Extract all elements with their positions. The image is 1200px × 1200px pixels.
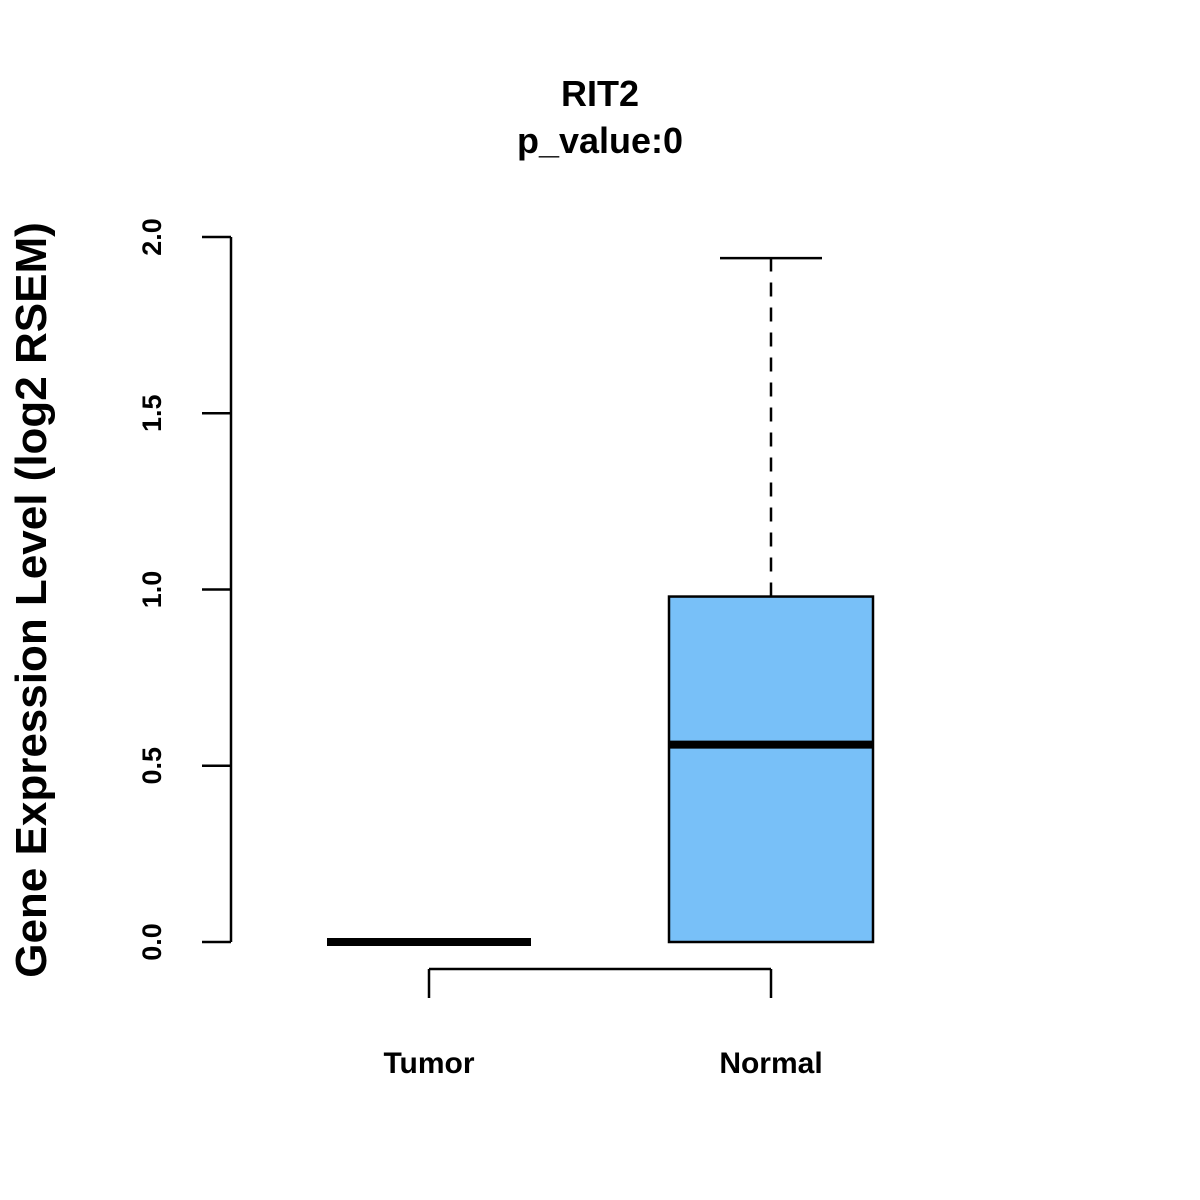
y-tick-label-3: 1.5 — [137, 394, 167, 432]
y-tick-label-1: 0.5 — [137, 747, 167, 785]
box-normal — [667, 256, 875, 944]
y-axis-label: Gene Expression Level (log2 RSEM) — [7, 222, 56, 978]
y-tick-label-2: 1.0 — [137, 571, 167, 609]
box-body-normal — [667, 595, 875, 944]
x-tick-label-normal: Normal — [719, 1047, 822, 1080]
y-tick-label-4: 2.0 — [137, 218, 167, 256]
x-tick-label-tumor: Tumor — [383, 1047, 474, 1080]
chart-subtitle: p_value:0 — [517, 120, 683, 161]
y-axis: 0.0 0.5 1.0 1.5 2.0 — [137, 218, 233, 961]
chart-title: RIT2 — [561, 73, 639, 114]
x-axis: Tumor Normal — [383, 967, 823, 1080]
y-tick-label-0: 0.0 — [137, 923, 167, 961]
boxes-group — [327, 256, 875, 946]
